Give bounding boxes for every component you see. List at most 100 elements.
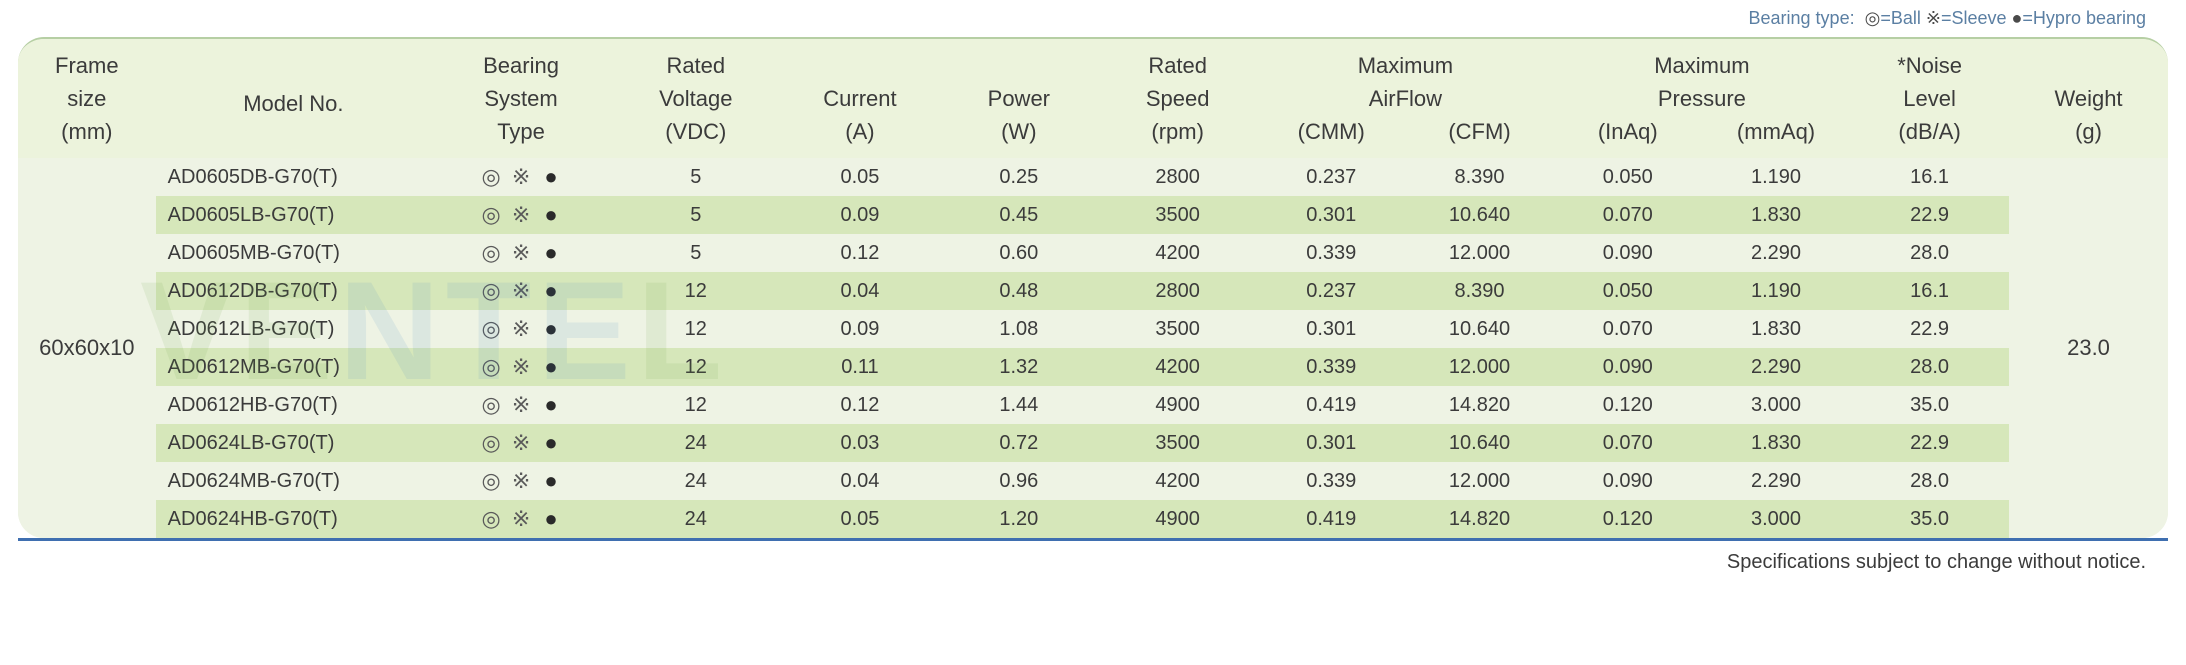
cell-cmm: 0.301 [1257, 196, 1405, 234]
hdr-speed-2: Speed [1098, 82, 1257, 115]
cell-mmaq: 2.290 [1702, 234, 1850, 272]
hypro-icon: ● [536, 202, 566, 228]
cell-db: 28.0 [1850, 234, 2009, 272]
cell-current: 0.04 [781, 462, 940, 500]
table-row: AD0624LB-G70(T)◎※●240.030.7235000.30110.… [18, 424, 2168, 462]
cell-inaq: 0.070 [1554, 310, 1702, 348]
legend-ball-text: =Ball [1880, 8, 1921, 28]
ball-icon: ◎ [476, 316, 506, 342]
hdr-current-2: (A) [781, 115, 940, 158]
table-row: AD0612MB-G70(T)◎※●120.111.3242000.33912.… [18, 348, 2168, 386]
hdr-airflow-cmm: (CMM) [1257, 115, 1405, 158]
sleeve-icon: ※ [506, 240, 536, 266]
cell-db: 35.0 [1850, 386, 2009, 424]
cell-model: AD0605DB-G70(T) [156, 158, 431, 196]
hdr-pressure-2: Pressure [1554, 82, 1851, 115]
cell-inaq: 0.120 [1554, 386, 1702, 424]
cell-db: 16.1 [1850, 272, 2009, 310]
sleeve-icon: ※ [506, 202, 536, 228]
cell-vdc: 12 [611, 272, 780, 310]
cell-current: 0.09 [781, 310, 940, 348]
legend-prefix: Bearing type: [1749, 8, 1855, 28]
hypro-icon: ● [536, 316, 566, 342]
cell-bearing-type: ◎※● [431, 158, 611, 196]
cell-bearing-type: ◎※● [431, 500, 611, 538]
cell-power: 0.45 [939, 196, 1098, 234]
cell-vdc: 5 [611, 234, 780, 272]
cell-vdc: 24 [611, 500, 780, 538]
cell-current: 0.11 [781, 348, 940, 386]
cell-inaq: 0.050 [1554, 158, 1702, 196]
footer-note: Specifications subject to change without… [0, 541, 2186, 588]
cell-db: 22.9 [1850, 310, 2009, 348]
table-row: AD0624MB-G70(T)◎※●240.040.9642000.33912.… [18, 462, 2168, 500]
cell-cmm: 0.419 [1257, 386, 1405, 424]
cell-model: AD0624MB-G70(T) [156, 462, 431, 500]
hdr-noise-2: Level [1850, 82, 2009, 115]
hdr-power-2: (W) [939, 115, 1098, 158]
cell-vdc: 5 [611, 158, 780, 196]
cell-cfm: 14.820 [1405, 500, 1553, 538]
cell-inaq: 0.120 [1554, 500, 1702, 538]
cell-model: AD0624LB-G70(T) [156, 424, 431, 462]
cell-model: AD0612MB-G70(T) [156, 348, 431, 386]
hypro-icon: ● [2012, 8, 2023, 28]
cell-inaq: 0.050 [1554, 272, 1702, 310]
cell-mmaq: 2.290 [1702, 462, 1850, 500]
hdr-airflow-2: AirFlow [1257, 82, 1554, 115]
hdr-frame-3: (mm) [18, 115, 156, 158]
ball-icon: ◎ [1865, 8, 1881, 28]
cell-mmaq: 1.830 [1702, 196, 1850, 234]
table-row: AD0605LB-G70(T)◎※●50.090.4535000.30110.6… [18, 196, 2168, 234]
table-row: AD0612HB-G70(T)◎※●120.121.4449000.41914.… [18, 386, 2168, 424]
hypro-icon: ● [536, 278, 566, 304]
cell-inaq: 0.070 [1554, 424, 1702, 462]
hdr-current-1: Current [781, 82, 940, 115]
cell-current: 0.03 [781, 424, 940, 462]
cell-cfm: 12.000 [1405, 348, 1553, 386]
cell-mmaq: 1.830 [1702, 424, 1850, 462]
cell-bearing-type: ◎※● [431, 462, 611, 500]
hdr-noise-3: (dB/A) [1850, 115, 2009, 158]
cell-vdc: 12 [611, 348, 780, 386]
hypro-icon: ● [536, 430, 566, 456]
cell-power: 1.32 [939, 348, 1098, 386]
cell-power: 1.08 [939, 310, 1098, 348]
hdr-frame-1: Frame [18, 39, 156, 82]
sleeve-icon: ※ [506, 278, 536, 304]
ball-icon: ◎ [476, 278, 506, 304]
hdr-airflow-cfm: (CFM) [1405, 115, 1553, 158]
hdr-pressure-inaq: (InAq) [1554, 115, 1702, 158]
sleeve-icon: ※ [506, 468, 536, 494]
cell-rpm: 2800 [1098, 272, 1257, 310]
cell-rpm: 4900 [1098, 500, 1257, 538]
hdr-weight-1: Weight [2009, 82, 2168, 115]
table-row: AD0624HB-G70(T)◎※●240.051.2049000.41914.… [18, 500, 2168, 538]
cell-frame-size: 60x60x10 [18, 158, 156, 538]
bearing-legend: Bearing type: ◎=Ball ※=Sleeve ●=Hypro be… [0, 0, 2186, 37]
cell-mmaq: 1.190 [1702, 158, 1850, 196]
cell-rpm: 4200 [1098, 462, 1257, 500]
sleeve-icon: ※ [506, 164, 536, 190]
cell-mmaq: 1.190 [1702, 272, 1850, 310]
cell-bearing-type: ◎※● [431, 310, 611, 348]
legend-hypro-text: =Hypro bearing [2022, 8, 2146, 28]
ball-icon: ◎ [476, 468, 506, 494]
cell-cmm: 0.301 [1257, 310, 1405, 348]
hypro-icon: ● [536, 240, 566, 266]
sleeve-icon: ※ [506, 430, 536, 456]
cell-model: AD0605LB-G70(T) [156, 196, 431, 234]
hdr-weight-2: (g) [2009, 115, 2168, 158]
cell-power: 0.25 [939, 158, 1098, 196]
hdr-bearing-3: Type [431, 115, 611, 158]
hdr-model: Model No. [156, 39, 431, 158]
table-row: AD0612DB-G70(T)◎※●120.040.4828000.2378.3… [18, 272, 2168, 310]
cell-power: 1.44 [939, 386, 1098, 424]
cell-bearing-type: ◎※● [431, 234, 611, 272]
hdr-voltage-3: (VDC) [611, 115, 780, 158]
hdr-speed-1: Rated [1098, 39, 1257, 82]
cell-cmm: 0.339 [1257, 462, 1405, 500]
cell-cfm: 8.390 [1405, 158, 1553, 196]
cell-mmaq: 3.000 [1702, 386, 1850, 424]
cell-current: 0.09 [781, 196, 940, 234]
